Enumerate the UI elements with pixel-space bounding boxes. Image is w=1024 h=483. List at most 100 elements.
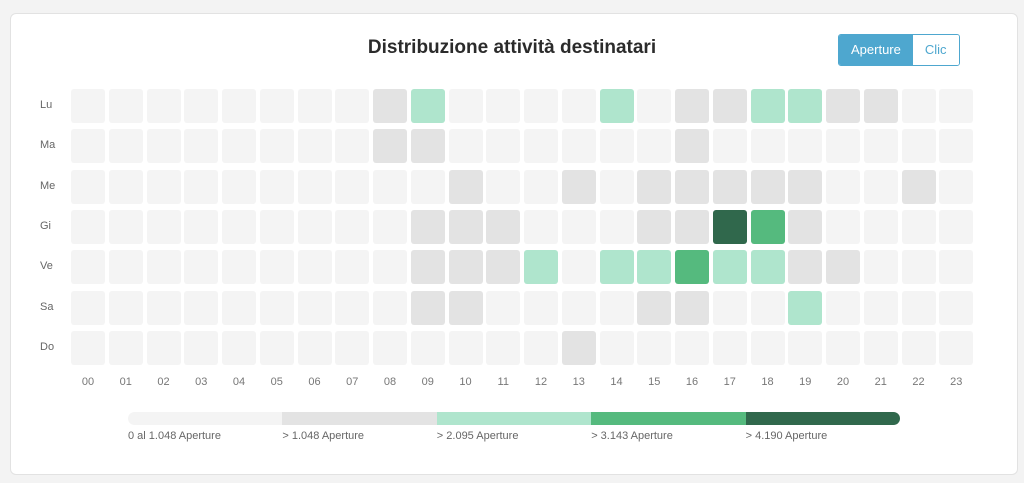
- heatmap-cell-Ve-14[interactable]: [599, 250, 634, 285]
- heatmap-cell-Ve-02[interactable]: [146, 250, 181, 285]
- heatmap-cell-Do-04[interactable]: [222, 330, 256, 365]
- heatmap-cell-Do-03[interactable]: [184, 330, 219, 365]
- heatmap-cell-Me-00[interactable]: [71, 169, 105, 204]
- heatmap-cell-Me-16[interactable]: [675, 169, 709, 204]
- heatmap-cell-Gi-16[interactable]: [675, 209, 709, 244]
- heatmap-cell-Ma-00[interactable]: [71, 129, 105, 164]
- heatmap-cell-Ve-11[interactable]: [486, 250, 521, 285]
- heatmap-cell-Ve-00[interactable]: [71, 250, 105, 285]
- heatmap-cell-Ma-13[interactable]: [561, 129, 596, 164]
- heatmap-cell-Sa-20[interactable]: [826, 290, 860, 325]
- heatmap-cell-Lu-09[interactable]: [410, 89, 445, 123]
- heatmap-cell-Ma-08[interactable]: [373, 129, 407, 164]
- heatmap-cell-Gi-11[interactable]: [486, 209, 521, 244]
- heatmap-cell-Do-18[interactable]: [750, 330, 785, 365]
- heatmap-cell-Sa-16[interactable]: [675, 290, 709, 325]
- heatmap-cell-Ve-21[interactable]: [863, 250, 898, 285]
- heatmap-cell-Ve-04[interactable]: [222, 250, 256, 285]
- heatmap-cell-Do-19[interactable]: [788, 330, 823, 365]
- heatmap-cell-Ma-06[interactable]: [297, 129, 332, 164]
- heatmap-cell-Ve-10[interactable]: [448, 250, 483, 285]
- heatmap-cell-Do-20[interactable]: [826, 330, 860, 365]
- heatmap-cell-Me-12[interactable]: [524, 169, 558, 204]
- heatmap-cell-Sa-18[interactable]: [750, 290, 785, 325]
- heatmap-cell-Ve-09[interactable]: [410, 250, 445, 285]
- heatmap-cell-Gi-02[interactable]: [146, 209, 181, 244]
- heatmap-cell-Gi-14[interactable]: [599, 209, 634, 244]
- heatmap-cell-Ve-05[interactable]: [259, 250, 294, 285]
- heatmap-cell-Lu-02[interactable]: [146, 89, 181, 123]
- heatmap-cell-Do-11[interactable]: [486, 330, 521, 365]
- heatmap-cell-Sa-06[interactable]: [297, 290, 332, 325]
- heatmap-cell-Sa-23[interactable]: [939, 290, 974, 325]
- metric-toggle[interactable]: Aperture Clic: [838, 34, 960, 66]
- heatmap-cell-Ma-07[interactable]: [335, 129, 370, 164]
- heatmap-cell-Ve-19[interactable]: [788, 250, 823, 285]
- heatmap-cell-Ve-03[interactable]: [184, 250, 219, 285]
- heatmap-cell-Lu-16[interactable]: [675, 89, 709, 123]
- heatmap-cell-Lu-19[interactable]: [788, 89, 823, 123]
- heatmap-cell-Lu-23[interactable]: [939, 89, 974, 123]
- heatmap-cell-Gi-23[interactable]: [939, 209, 974, 244]
- heatmap-cell-Do-13[interactable]: [561, 330, 596, 365]
- heatmap-cell-Sa-02[interactable]: [146, 290, 181, 325]
- heatmap-cell-Do-09[interactable]: [410, 330, 445, 365]
- heatmap-cell-Ma-14[interactable]: [599, 129, 634, 164]
- heatmap-cell-Me-22[interactable]: [901, 169, 936, 204]
- heatmap-cell-Gi-07[interactable]: [335, 209, 370, 244]
- heatmap-cell-Lu-04[interactable]: [222, 89, 256, 123]
- heatmap-cell-Lu-00[interactable]: [71, 89, 105, 123]
- heatmap-cell-Ve-16[interactable]: [675, 250, 709, 285]
- heatmap-cell-Me-21[interactable]: [863, 169, 898, 204]
- heatmap-cell-Ve-08[interactable]: [373, 250, 407, 285]
- heatmap-cell-Lu-22[interactable]: [901, 89, 936, 123]
- heatmap-cell-Gi-12[interactable]: [524, 209, 558, 244]
- heatmap-cell-Gi-10[interactable]: [448, 209, 483, 244]
- heatmap-cell-Me-13[interactable]: [561, 169, 596, 204]
- heatmap-cell-Do-15[interactable]: [637, 330, 672, 365]
- heatmap-cell-Sa-01[interactable]: [108, 290, 143, 325]
- heatmap-cell-Ma-05[interactable]: [259, 129, 294, 164]
- heatmap-cell-Ma-23[interactable]: [939, 129, 974, 164]
- heatmap-cell-Gi-13[interactable]: [561, 209, 596, 244]
- heatmap-cell-Ma-02[interactable]: [146, 129, 181, 164]
- heatmap-cell-Ve-07[interactable]: [335, 250, 370, 285]
- heatmap-cell-Gi-19[interactable]: [788, 209, 823, 244]
- heatmap-cell-Lu-06[interactable]: [297, 89, 332, 123]
- heatmap-cell-Sa-12[interactable]: [524, 290, 558, 325]
- heatmap-cell-Gi-08[interactable]: [373, 209, 407, 244]
- heatmap-cell-Me-20[interactable]: [826, 169, 860, 204]
- heatmap-cell-Ve-13[interactable]: [561, 250, 596, 285]
- heatmap-cell-Lu-08[interactable]: [373, 89, 407, 123]
- heatmap-cell-Do-23[interactable]: [939, 330, 974, 365]
- heatmap-cell-Lu-15[interactable]: [637, 89, 672, 123]
- heatmap-cell-Do-01[interactable]: [108, 330, 143, 365]
- heatmap-cell-Ve-01[interactable]: [108, 250, 143, 285]
- heatmap-cell-Me-11[interactable]: [486, 169, 521, 204]
- heatmap-cell-Ma-21[interactable]: [863, 129, 898, 164]
- heatmap-cell-Sa-04[interactable]: [222, 290, 256, 325]
- heatmap-cell-Sa-11[interactable]: [486, 290, 521, 325]
- heatmap-cell-Ma-20[interactable]: [826, 129, 860, 164]
- heatmap-cell-Sa-10[interactable]: [448, 290, 483, 325]
- heatmap-cell-Ve-20[interactable]: [826, 250, 860, 285]
- heatmap-cell-Me-01[interactable]: [108, 169, 143, 204]
- heatmap-cell-Gi-01[interactable]: [108, 209, 143, 244]
- heatmap-cell-Gi-22[interactable]: [901, 209, 936, 244]
- heatmap-cell-Lu-20[interactable]: [826, 89, 860, 123]
- heatmap-cell-Gi-06[interactable]: [297, 209, 332, 244]
- heatmap-cell-Lu-12[interactable]: [524, 89, 558, 123]
- heatmap-cell-Do-07[interactable]: [335, 330, 370, 365]
- heatmap-cell-Sa-15[interactable]: [637, 290, 672, 325]
- toggle-aperture-button[interactable]: Aperture: [839, 35, 913, 65]
- heatmap-cell-Ve-15[interactable]: [637, 250, 672, 285]
- heatmap-cell-Sa-13[interactable]: [561, 290, 596, 325]
- heatmap-cell-Ma-17[interactable]: [712, 129, 747, 164]
- heatmap-cell-Ma-15[interactable]: [637, 129, 672, 164]
- heatmap-cell-Do-17[interactable]: [712, 330, 747, 365]
- heatmap-cell-Lu-05[interactable]: [259, 89, 294, 123]
- heatmap-cell-Do-14[interactable]: [599, 330, 634, 365]
- heatmap-cell-Do-08[interactable]: [373, 330, 407, 365]
- heatmap-cell-Ma-16[interactable]: [675, 129, 709, 164]
- heatmap-cell-Do-05[interactable]: [259, 330, 294, 365]
